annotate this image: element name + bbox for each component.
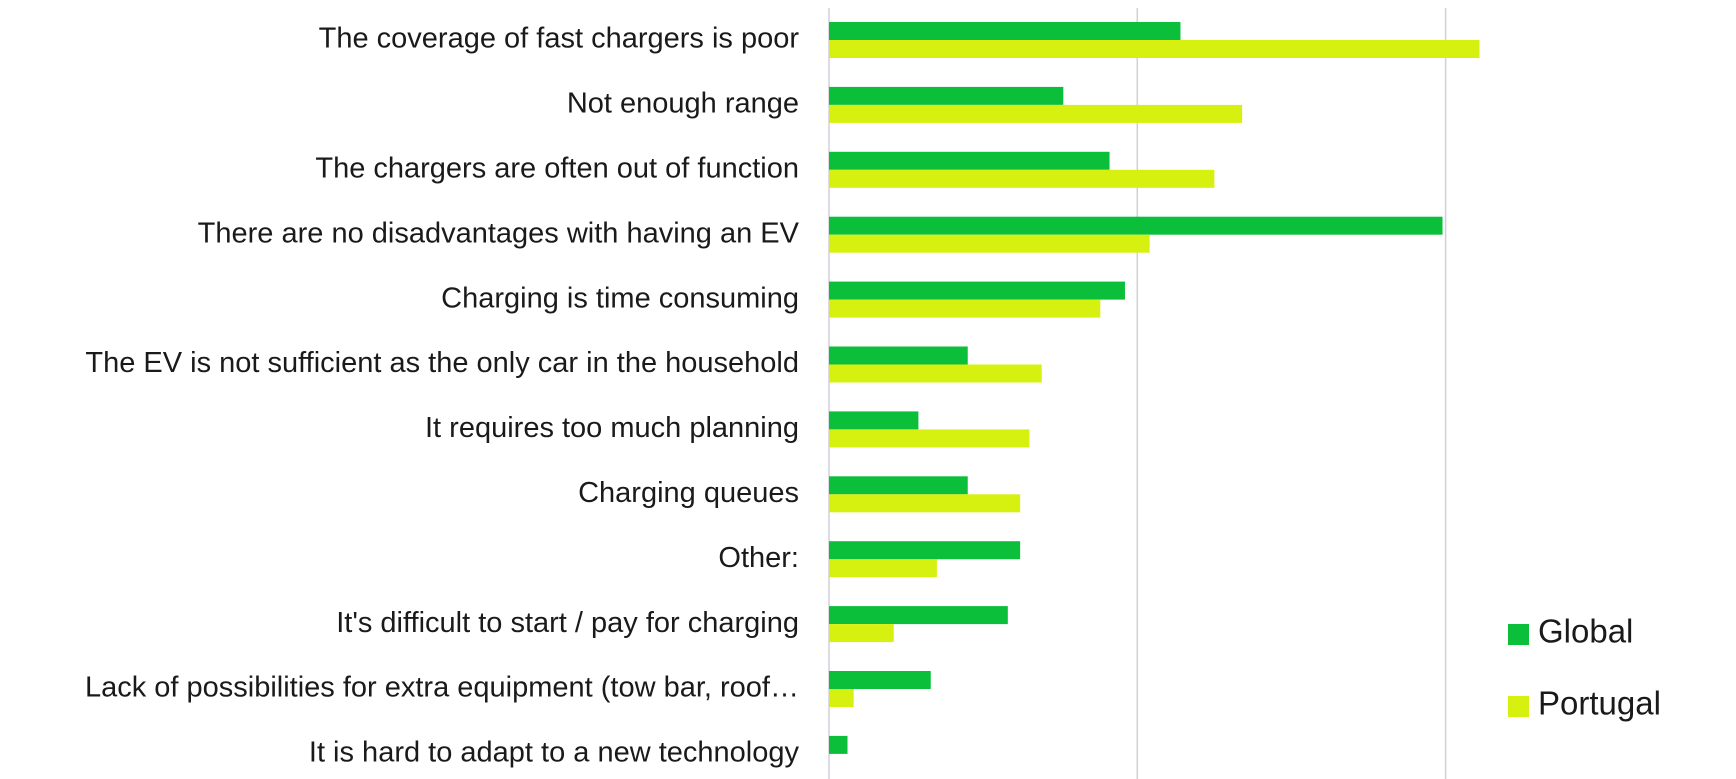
bar <box>829 22 1181 40</box>
category-label: The chargers are often out of function <box>315 152 799 184</box>
legend-swatch <box>1508 624 1529 645</box>
category-label: Other: <box>718 542 799 574</box>
bar <box>829 671 931 689</box>
bar <box>829 299 1101 318</box>
bar <box>829 411 919 430</box>
bar <box>829 281 1125 300</box>
bar <box>829 429 1030 448</box>
category-label: Lack of possibilities for extra equipmen… <box>85 672 799 704</box>
category-label: Charging queues <box>578 477 799 509</box>
category-label: The coverage of fast chargers is poor <box>319 23 800 55</box>
bar <box>829 364 1042 383</box>
bar <box>829 624 894 643</box>
bar <box>829 541 1021 560</box>
category-label: It is hard to adapt to a new technology <box>309 737 800 769</box>
legend-label: Global <box>1538 613 1633 650</box>
bar <box>829 86 1064 105</box>
category-label: The EV is not sufficient as the only car… <box>85 347 799 379</box>
bar <box>829 234 1150 253</box>
bar <box>829 346 968 365</box>
bar <box>829 606 1008 625</box>
legend-swatch <box>1508 696 1529 717</box>
bar <box>829 104 1243 123</box>
legend-label: Portugal <box>1538 685 1661 722</box>
bar <box>829 494 1021 513</box>
category-label: It requires too much planning <box>425 412 799 444</box>
bar <box>829 735 848 754</box>
bar <box>829 689 854 707</box>
bar <box>829 216 1443 235</box>
category-label: It's difficult to start / pay for chargi… <box>336 607 799 639</box>
bar <box>829 476 968 495</box>
category-label: Not enough range <box>567 88 799 120</box>
category-label: There are no disadvantages with having a… <box>198 217 800 249</box>
category-label: Charging is time consuming <box>441 282 799 314</box>
bar <box>829 40 1480 58</box>
bar <box>829 169 1215 188</box>
bar <box>829 151 1110 170</box>
bar <box>829 559 937 578</box>
